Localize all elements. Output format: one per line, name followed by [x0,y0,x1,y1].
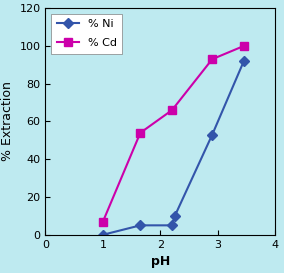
Legend: % Ni, % Cd: % Ni, % Cd [51,14,122,54]
% Ni [173,214,177,218]
% Ni [139,224,142,227]
% Cd [139,131,142,134]
% Cd [242,44,246,48]
% Ni [101,233,105,236]
Line: % Cd: % Cd [99,42,248,226]
% Cd [210,58,214,61]
X-axis label: pH: pH [151,255,170,268]
% Ni [210,133,214,136]
% Cd [101,220,105,223]
Line: % Ni: % Ni [99,58,247,238]
% Cd [170,108,174,112]
Y-axis label: % Extraction: % Extraction [1,82,14,161]
% Ni [242,60,246,63]
% Ni [170,224,174,227]
